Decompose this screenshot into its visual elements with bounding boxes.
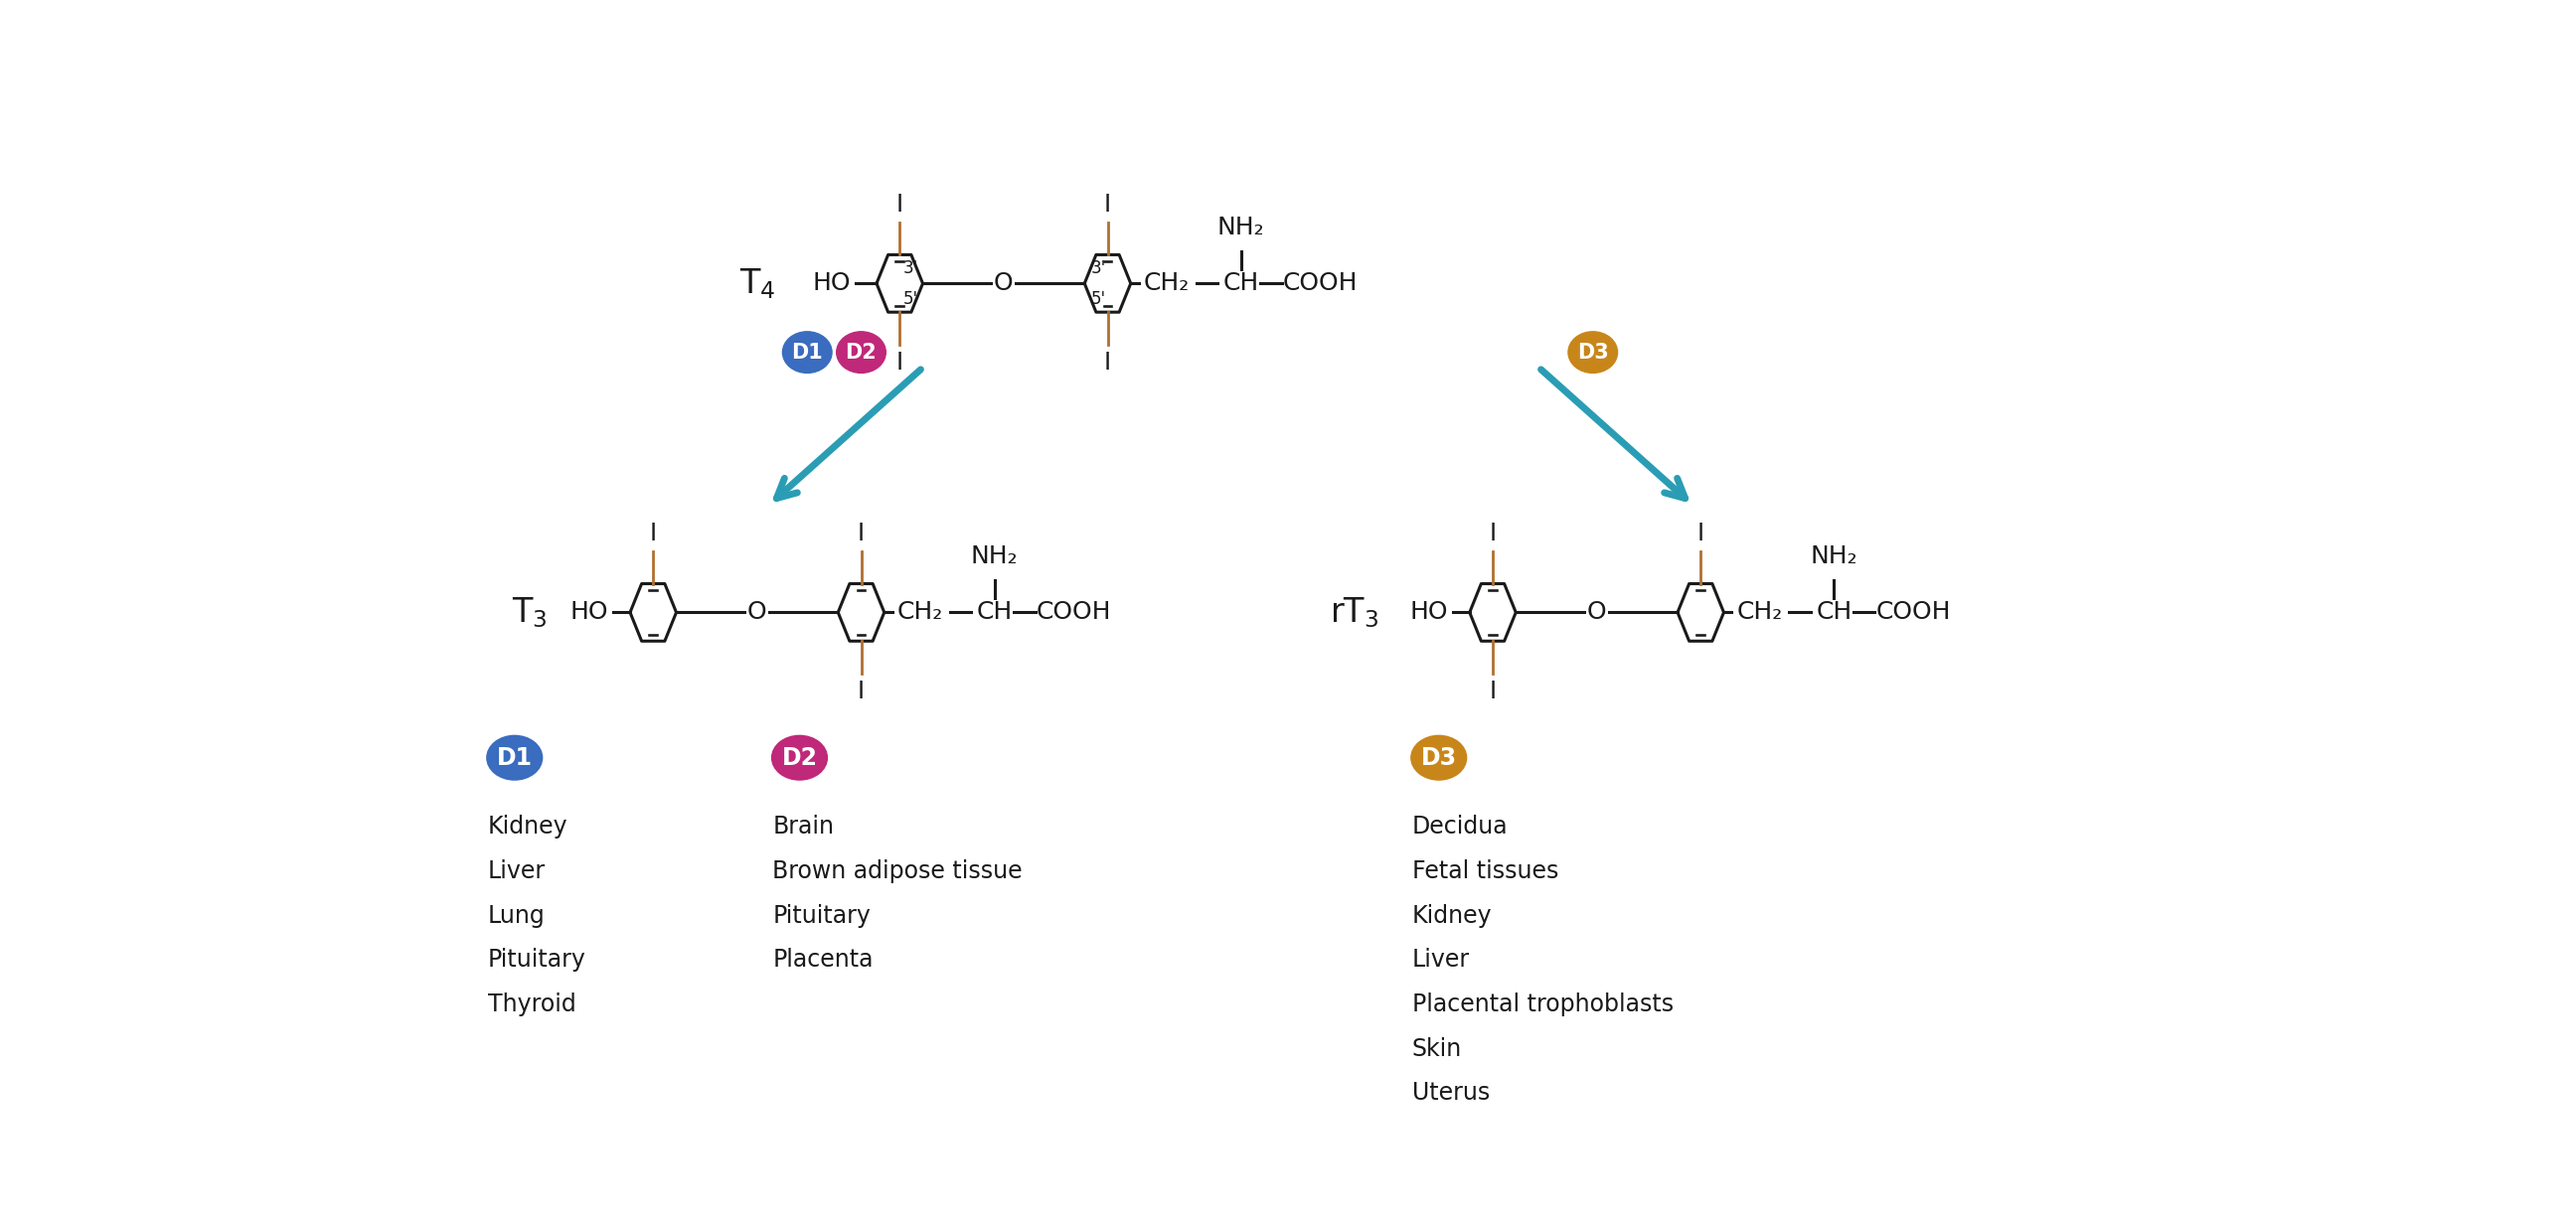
Text: O: O: [747, 601, 768, 624]
Text: I: I: [1105, 350, 1110, 374]
Text: HO: HO: [814, 271, 850, 295]
Text: Pituitary: Pituitary: [773, 904, 871, 928]
Text: Kidney: Kidney: [1412, 904, 1492, 928]
Text: Lung: Lung: [487, 904, 546, 928]
Text: I: I: [1105, 193, 1110, 216]
Text: D2: D2: [845, 342, 876, 363]
Text: Placenta: Placenta: [773, 949, 873, 972]
Text: NH₂: NH₂: [971, 545, 1018, 568]
Text: D3: D3: [1577, 342, 1607, 363]
Text: Brown adipose tissue: Brown adipose tissue: [773, 860, 1023, 883]
Ellipse shape: [1569, 332, 1618, 372]
Text: HO: HO: [569, 601, 608, 624]
Text: rT$_3$: rT$_3$: [1329, 595, 1378, 630]
Text: D2: D2: [781, 746, 817, 769]
Ellipse shape: [837, 332, 886, 372]
Text: Skin: Skin: [1412, 1037, 1461, 1061]
Ellipse shape: [1412, 735, 1466, 780]
Text: D1: D1: [791, 342, 822, 363]
Text: CH: CH: [976, 601, 1012, 624]
Text: Decidua: Decidua: [1412, 816, 1507, 839]
Text: CH₂: CH₂: [896, 601, 943, 624]
Text: I: I: [858, 521, 866, 546]
Ellipse shape: [773, 735, 827, 780]
Text: COOH: COOH: [1036, 601, 1110, 624]
Text: I: I: [1489, 521, 1497, 546]
Text: I: I: [896, 193, 904, 216]
Text: 5': 5': [1090, 289, 1105, 308]
Text: I: I: [649, 521, 657, 546]
Text: O: O: [1587, 601, 1607, 624]
Text: D1: D1: [497, 746, 533, 769]
Text: O: O: [994, 271, 1012, 295]
Text: Liver: Liver: [1412, 949, 1471, 972]
Text: I: I: [1489, 679, 1497, 703]
Text: 5': 5': [902, 289, 917, 308]
Text: CH₂: CH₂: [1736, 601, 1783, 624]
Text: I: I: [858, 679, 866, 703]
Text: D3: D3: [1422, 746, 1458, 769]
Text: 3': 3': [1090, 259, 1105, 277]
Text: NH₂: NH₂: [1811, 545, 1857, 568]
Text: CH₂: CH₂: [1144, 271, 1190, 295]
Text: Placental trophoblasts: Placental trophoblasts: [1412, 993, 1674, 1016]
Text: T$_4$: T$_4$: [739, 266, 775, 300]
Text: Uterus: Uterus: [1412, 1082, 1489, 1105]
Text: Kidney: Kidney: [487, 816, 567, 839]
Ellipse shape: [487, 735, 544, 780]
Text: 3': 3': [902, 259, 917, 277]
Text: HO: HO: [1409, 601, 1448, 624]
Text: COOH: COOH: [1875, 601, 1950, 624]
Text: I: I: [896, 350, 904, 374]
Text: Liver: Liver: [487, 860, 546, 883]
Text: COOH: COOH: [1283, 271, 1358, 295]
Text: CH: CH: [1816, 601, 1852, 624]
Ellipse shape: [783, 332, 832, 372]
Text: NH₂: NH₂: [1218, 215, 1265, 239]
Text: CH: CH: [1224, 271, 1260, 295]
Text: I: I: [1698, 521, 1705, 546]
Text: T$_3$: T$_3$: [513, 595, 549, 630]
Text: Thyroid: Thyroid: [487, 993, 577, 1016]
Text: Fetal tissues: Fetal tissues: [1412, 860, 1558, 883]
Text: Brain: Brain: [773, 816, 835, 839]
Text: Pituitary: Pituitary: [487, 949, 585, 972]
